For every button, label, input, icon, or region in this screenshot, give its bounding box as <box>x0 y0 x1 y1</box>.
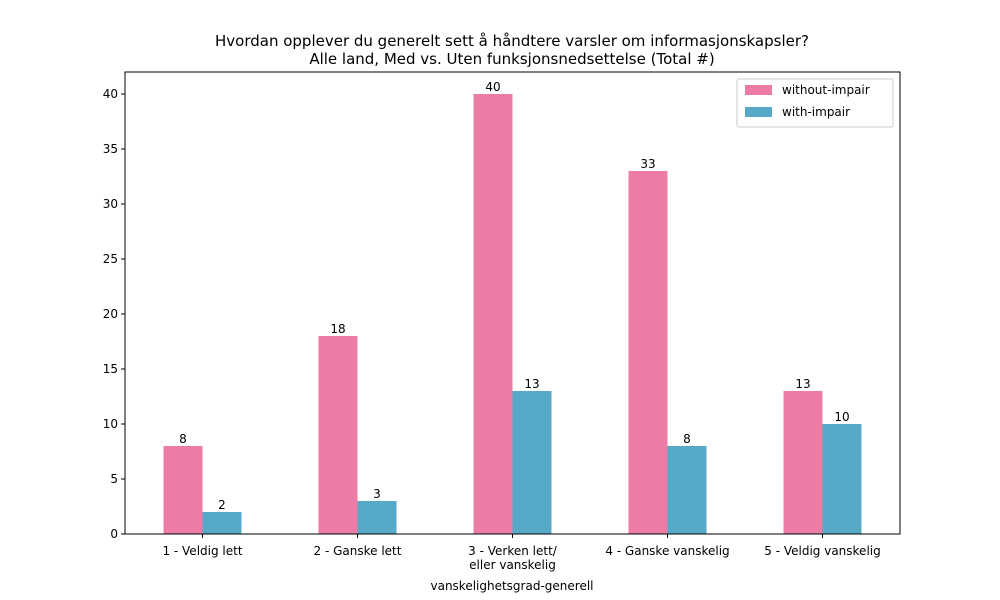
data-label: 13 <box>795 377 810 391</box>
bar-with-impair <box>822 424 862 534</box>
bar-with-impair <box>357 501 397 534</box>
data-label: 40 <box>485 80 500 94</box>
x-tick-label: 1 - Veldig lett <box>162 544 242 558</box>
y-tick-label: 0 <box>110 527 118 541</box>
bar-without-impair <box>783 391 823 534</box>
bar-without-impair <box>628 171 668 534</box>
chart-title-line: Hvordan opplever du generelt sett å hånd… <box>215 32 809 50</box>
y-tick-label: 25 <box>103 252 118 266</box>
y-tick-label: 30 <box>103 197 118 211</box>
chart-title: Hvordan opplever du generelt sett å hånd… <box>215 32 809 68</box>
bars <box>163 94 862 534</box>
x-tick-label: 2 - Ganske lett <box>314 544 402 558</box>
y-tick-label: 40 <box>103 87 118 101</box>
axes: 0 5 10 15 20 25 30 35 40 1 - Veldig lett 2 - Gansk… <box>103 71 901 572</box>
chart-title-line: Alle land, Med vs. Uten funksjonsnedsett… <box>309 50 714 68</box>
data-label: 33 <box>640 157 655 171</box>
data-label: 2 <box>218 498 226 512</box>
x-tick-label: 4 - Ganske vanskelig <box>605 544 729 558</box>
data-label: 18 <box>330 322 345 336</box>
bar-without-impair <box>318 336 358 534</box>
y-tick-label: 35 <box>103 142 118 156</box>
legend-swatch <box>745 85 772 95</box>
y-tick-label: 15 <box>103 362 118 376</box>
data-label: 13 <box>524 377 539 391</box>
x-tick-label: 3 - Verken lett/ <box>468 544 558 558</box>
bar-with-impair <box>667 446 707 534</box>
legend-box <box>736 78 894 128</box>
y-tick-label: 20 <box>103 307 118 321</box>
legend-label: with-impair <box>782 105 850 119</box>
data-labels: 8 2 18 3 40 13 33 8 13 10 <box>179 80 849 512</box>
data-label: 3 <box>373 487 381 501</box>
x-tick-label: 5 - Veldig vanskelig <box>764 544 880 558</box>
legend-label: without-impair <box>782 83 870 97</box>
y-tick-label: 10 <box>103 417 118 431</box>
x-tick-label: eller vanskelig <box>469 558 556 572</box>
bar-without-impair <box>473 94 513 534</box>
bar-with-impair <box>512 391 552 534</box>
data-label: 10 <box>834 410 849 424</box>
data-label: 8 <box>179 432 187 446</box>
bar-with-impair <box>202 512 242 534</box>
legend-swatch <box>745 107 772 117</box>
legend: without-impair with-impair <box>736 78 894 128</box>
x-axis-label: vanskelighetsgrad-generell <box>430 579 593 593</box>
y-tick-label: 5 <box>110 472 118 486</box>
bar-without-impair <box>163 446 203 534</box>
data-label: 8 <box>683 432 691 446</box>
